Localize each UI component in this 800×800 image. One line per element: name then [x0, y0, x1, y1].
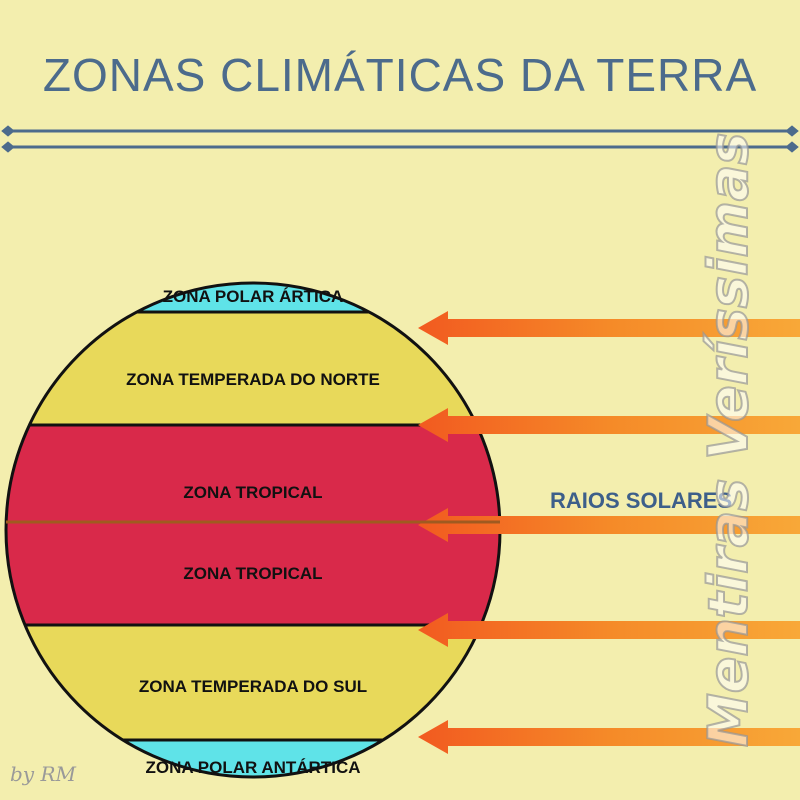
sun-ray-arrow — [418, 613, 800, 647]
signature: by RM — [10, 762, 76, 786]
sun-ray-arrow — [418, 508, 800, 542]
title-underline — [1, 125, 799, 153]
zone-label: ZONA POLAR ANTÁRTICA — [146, 758, 361, 777]
zone-band — [6, 522, 500, 625]
zone-label: ZONA TROPICAL — [183, 564, 322, 583]
rays-label: RAIOS SOLARES — [550, 488, 733, 513]
zone-band — [6, 425, 500, 522]
zone-label: ZONA POLAR ÁRTICA — [163, 287, 344, 306]
zone-label: ZONA TROPICAL — [183, 483, 322, 502]
watermark: Mentiras Veríssimas — [696, 132, 761, 748]
page-title: ZONAS CLIMÁTICAS DA TERRA — [42, 49, 758, 101]
zone-label: ZONA TEMPERADA DO NORTE — [126, 370, 380, 389]
sun-ray-arrow — [418, 408, 800, 442]
sun-ray-arrow — [418, 720, 800, 754]
zone-label: ZONA TEMPERADA DO SUL — [139, 677, 367, 696]
sun-ray-arrow — [418, 311, 800, 345]
